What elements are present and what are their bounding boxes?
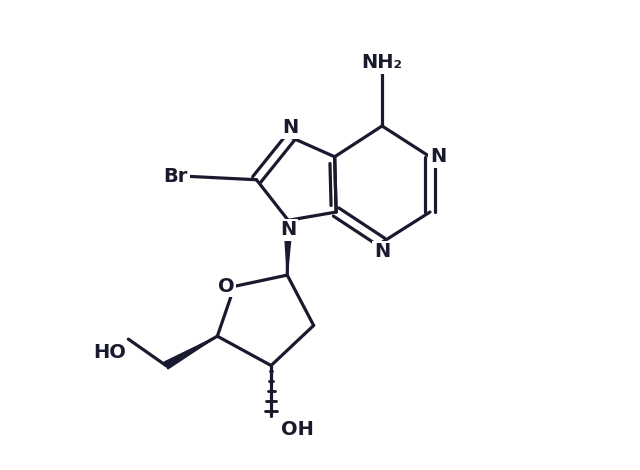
Polygon shape <box>164 336 218 369</box>
Text: O: O <box>218 277 234 296</box>
Text: OH: OH <box>281 420 314 439</box>
Text: N: N <box>282 118 299 137</box>
Text: Br: Br <box>164 167 188 186</box>
Polygon shape <box>284 220 292 275</box>
Text: N: N <box>280 220 296 239</box>
Text: N: N <box>430 147 446 166</box>
Text: HO: HO <box>93 343 126 362</box>
Text: N: N <box>374 243 390 261</box>
Text: NH₂: NH₂ <box>362 53 403 72</box>
